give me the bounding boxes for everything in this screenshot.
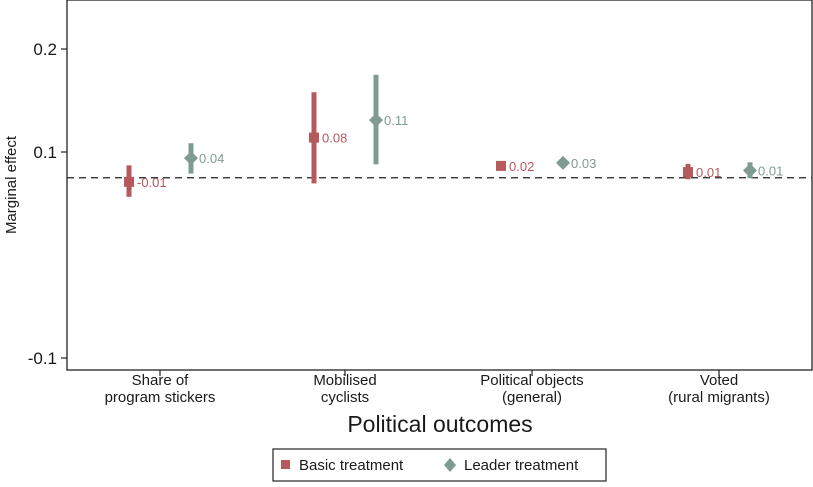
point-marker-square bbox=[683, 167, 693, 178]
point-marker-diamond bbox=[369, 113, 383, 128]
x-tick-label: Voted bbox=[700, 372, 738, 389]
data-label: 0.03 bbox=[571, 156, 596, 171]
legend-label-basic-treatment: Basic treatment bbox=[299, 457, 404, 474]
data-label: 0.01 bbox=[696, 165, 721, 180]
x-tick-label: (general) bbox=[502, 389, 562, 406]
data-label: 0.04 bbox=[199, 151, 224, 166]
point-marker-square bbox=[496, 160, 506, 171]
point-marker-square bbox=[124, 176, 134, 187]
legend-marker-basic-treatment bbox=[281, 460, 290, 469]
point-marker-diamond bbox=[184, 151, 198, 166]
series-leader-treatment: 0.04 0.11 0.03 0.01 bbox=[184, 74, 783, 179]
data-label: 0.11 bbox=[384, 113, 408, 128]
plot-area-frame bbox=[66, 0, 813, 371]
y-axis-title: Marginal effect bbox=[3, 135, 20, 234]
x-tick-label: cyclists bbox=[321, 389, 369, 406]
series-layer: -0.01 0.08 0.02 0.01 0.04 0.11 0.03 0.01 bbox=[124, 74, 783, 197]
point-marker-square bbox=[309, 132, 319, 143]
x-tick-label: Share of bbox=[132, 372, 190, 389]
data-label: 0.02 bbox=[509, 159, 534, 174]
point-marker-diamond bbox=[743, 163, 757, 178]
x-tick-label: Political objects bbox=[480, 372, 583, 389]
y-axis: 0.2 0.1 -0.1 bbox=[28, 40, 67, 368]
data-label: 0.08 bbox=[322, 131, 347, 146]
legend-box bbox=[272, 448, 607, 482]
x-axis-title: Political outcomes bbox=[347, 411, 532, 437]
y-tick-label: -0.1 bbox=[28, 349, 57, 368]
y-tick-label: 0.1 bbox=[33, 143, 57, 162]
legend-marker-leader-treatment bbox=[444, 458, 456, 472]
data-label: -0.01 bbox=[137, 175, 167, 190]
x-tick-label: Mobilised bbox=[313, 372, 376, 389]
series-basic-treatment: -0.01 0.08 0.02 0.01 bbox=[124, 92, 721, 197]
x-tick-label: (rural migrants) bbox=[668, 389, 770, 406]
x-tick-label: program stickers bbox=[105, 389, 216, 406]
legend: Basic treatment Leader treatment bbox=[272, 448, 607, 482]
y-tick-label: 0.2 bbox=[33, 40, 57, 59]
legend-label-leader-treatment: Leader treatment bbox=[464, 457, 579, 474]
point-marker-diamond bbox=[556, 155, 570, 170]
data-label: 0.01 bbox=[758, 164, 783, 179]
